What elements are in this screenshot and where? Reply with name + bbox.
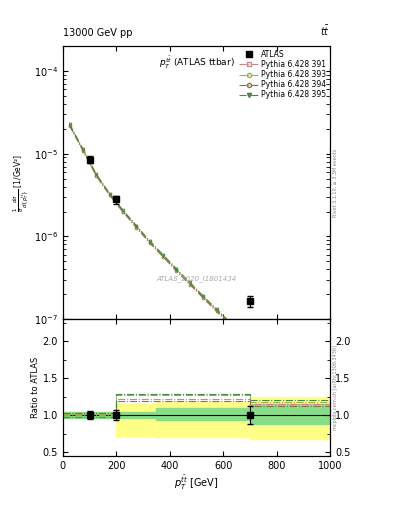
Legend: ATLAS, Pythia 6.428 391, Pythia 6.428 393, Pythia 6.428 394, Pythia 6.428 395: ATLAS, Pythia 6.428 391, Pythia 6.428 39… <box>237 48 328 101</box>
Text: ATLAS_2020_I1801434: ATLAS_2020_I1801434 <box>156 275 237 282</box>
Text: 13000 GeV pp: 13000 GeV pp <box>63 28 132 38</box>
Text: mcplots.cern.ch [arXiv:1306.3436]: mcplots.cern.ch [arXiv:1306.3436] <box>333 345 338 430</box>
Text: Rivet 3.1.10, ≥ 3.3M events: Rivet 3.1.10, ≥ 3.3M events <box>333 148 338 217</box>
X-axis label: $p^{\bar{tt}}_T$ [GeV]: $p^{\bar{tt}}_T$ [GeV] <box>174 473 219 492</box>
Y-axis label: $\frac{1}{\sigma}\frac{d\sigma}{d\{p_T^{t\bar{t}}\}}$ [1/GeV²]: $\frac{1}{\sigma}\frac{d\sigma}{d\{p_T^{… <box>11 154 31 212</box>
Text: $t\bar{t}$: $t\bar{t}$ <box>320 25 330 38</box>
Text: $p_T^{t\bar{t}}$ (ATLAS ttbar): $p_T^{t\bar{t}}$ (ATLAS ttbar) <box>159 54 234 71</box>
Y-axis label: Ratio to ATLAS: Ratio to ATLAS <box>31 357 40 418</box>
